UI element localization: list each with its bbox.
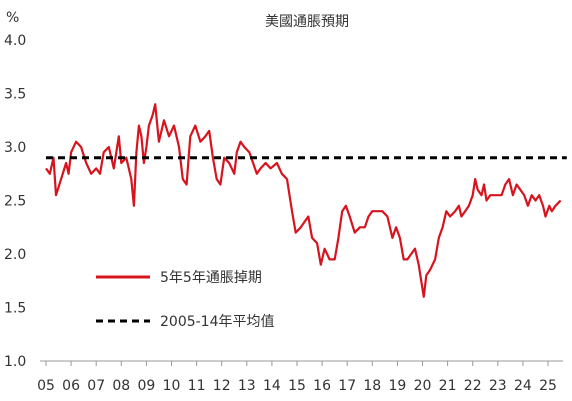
x-tick-label: 18: [363, 378, 381, 394]
y-tick-label: 3.5: [4, 87, 26, 103]
y-tick-label: 4.0: [4, 33, 26, 49]
x-tick-label: 11: [188, 378, 206, 394]
plot-area: [45, 103, 567, 298]
x-tick-label: 06: [62, 378, 80, 394]
x-tick-label: 05: [37, 378, 55, 394]
x-tick-label: 19: [388, 378, 406, 394]
y-tick-label: 2.0: [4, 247, 26, 263]
x-tick-label: 15: [288, 378, 306, 394]
x-tick-label: 23: [489, 378, 507, 394]
x-tick-label: 07: [87, 378, 105, 394]
y-axis-ticks: 1.0 1.5 2.0 2.5 3.0 3.5 4.0: [4, 33, 26, 370]
y-tick-label: 1.5: [4, 301, 26, 317]
x-tick-label: 24: [514, 378, 532, 394]
x-tick-label: 16: [313, 378, 331, 394]
y-tick-label: 3.0: [4, 140, 26, 156]
legend: 5年5年通脹掉期 2005-14年平均值: [96, 270, 275, 330]
x-tick-label: 21: [439, 378, 457, 394]
x-tick-label: 08: [112, 378, 130, 394]
x-tick-label: 25: [539, 378, 557, 394]
x-axis-ticks: 05 06 07 08 09 10 11 12 13 14 15 16 17 18 19 20 21 22 23 24…: [37, 361, 557, 394]
x-tick-label: 14: [263, 378, 281, 394]
chart-title: 美國通脹預期: [265, 14, 349, 30]
legend-label-swap: 5年5年通脹掉期: [160, 270, 262, 286]
series-line-swap: [45, 103, 562, 298]
x-tick-label: 20: [414, 378, 432, 394]
y-axis-unit: %: [6, 10, 19, 26]
x-tick-label: 10: [163, 378, 181, 394]
x-tick-label: 09: [137, 378, 155, 394]
legend-label-average: 2005-14年平均值: [160, 314, 275, 330]
x-tick-label: 13: [238, 378, 256, 394]
x-tick-label: 12: [213, 378, 231, 394]
y-tick-label: 2.5: [4, 194, 26, 210]
y-tick-label: 1.0: [4, 354, 26, 370]
x-tick-label: 22: [464, 378, 482, 394]
x-tick-label: 17: [338, 378, 356, 394]
